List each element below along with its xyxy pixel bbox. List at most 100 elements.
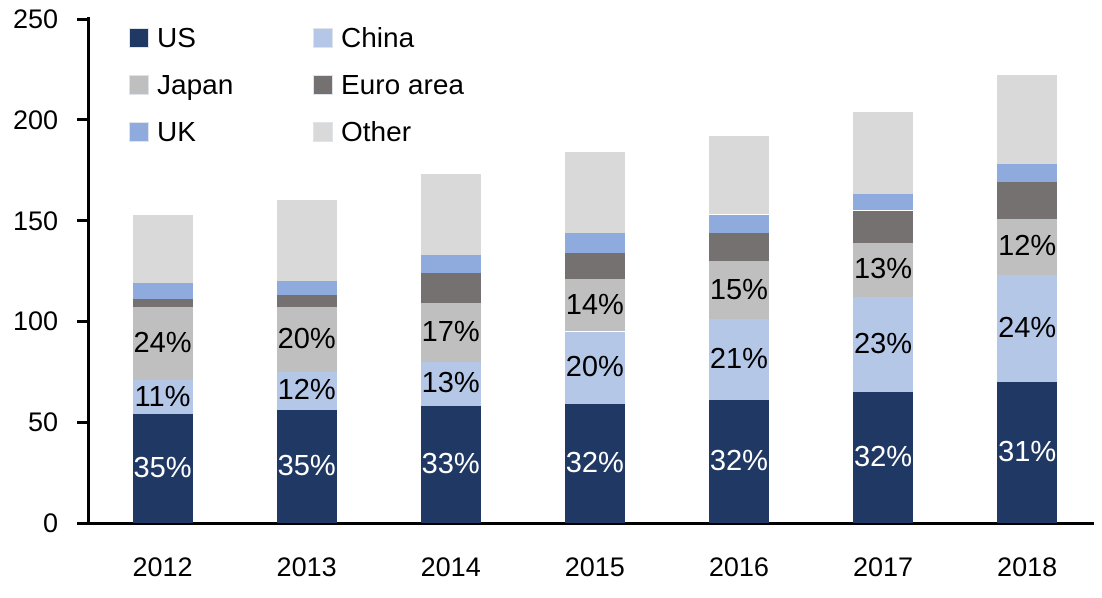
bar-segment-label: 24% [133, 327, 192, 360]
legend-item-other: Other [314, 108, 524, 155]
bar-segment-other [997, 75, 1058, 165]
bar-segment-label: 35% [133, 452, 192, 485]
bar-segment-euro-area [564, 252, 625, 280]
y-tick-label: 250 [12, 4, 58, 34]
bar-segment-label: 13% [421, 367, 480, 400]
x-axis-label: 2017 [852, 552, 914, 582]
bar-segment-china: 21% [708, 319, 769, 400]
bar-segment-us: 31% [997, 381, 1058, 523]
bar-segment-other [420, 174, 481, 255]
bar-segment-label: 20% [565, 351, 624, 384]
bar-segment-label: 12% [998, 230, 1057, 263]
bar-segment-label: 32% [853, 441, 913, 473]
bar-segment-japan: 17% [420, 303, 481, 362]
y-tick [77, 118, 89, 122]
bar-segment-label: 13% [853, 253, 913, 286]
bar-segment-label: 33% [421, 448, 480, 481]
legend-item-euro-area: Euro area [314, 61, 524, 108]
bar-segment-japan: 24% [132, 307, 193, 380]
bar-segment-euro-area [708, 232, 769, 261]
y-tick-label: 0 [42, 508, 58, 538]
bar-segment-uk [420, 254, 481, 273]
bar-segment-uk [997, 164, 1058, 183]
legend-label: UK [157, 115, 196, 147]
bar-segment-label: 14% [565, 288, 624, 321]
bar-segment-other [853, 111, 913, 195]
y-axis-line [87, 17, 90, 525]
legend-swatch-icon [130, 28, 148, 47]
legend-label: Other [341, 115, 412, 147]
legend: US China Japan Euro area UK Other [130, 14, 524, 155]
bar-segment-euro-area [276, 295, 337, 308]
bar-segment-uk [708, 214, 769, 233]
bar-segment-japan: 20% [276, 307, 337, 372]
bar-segment-uk [853, 194, 913, 211]
bar-segment-label: 35% [277, 450, 336, 483]
legend-swatch-icon [130, 75, 148, 94]
legend-label: US [157, 21, 196, 53]
x-axis-line [77, 522, 1094, 525]
bar-segment-us: 32% [708, 400, 769, 523]
y-tick [77, 521, 89, 525]
x-axis-label: 2013 [276, 552, 337, 582]
y-tick-label: 150 [12, 205, 58, 236]
bar-segment-china: 24% [997, 275, 1058, 382]
bar-segment-euro-area [420, 273, 481, 304]
bar-segment-japan: 14% [564, 279, 625, 332]
bar-segment-label: 32% [565, 447, 624, 480]
bar-segment-label: 23% [853, 328, 913, 361]
bar-segment-label: 21% [709, 343, 768, 376]
legend-swatch-icon [314, 75, 332, 94]
legend-label: China [341, 21, 415, 53]
bar-segment-us: 35% [276, 410, 337, 523]
y-tick-label: 100 [12, 306, 58, 337]
legend-item-uk: UK [130, 108, 314, 155]
bar-segment-uk [276, 281, 337, 296]
bar-segment-label: 20% [277, 323, 336, 356]
bar-segment-us: 33% [420, 406, 481, 523]
bar-segment-euro-area [132, 299, 193, 308]
y-tick-label: 50 [27, 407, 58, 438]
bar-segment-label: 12% [277, 374, 336, 407]
bar-segment-label: 17% [421, 316, 480, 349]
bar-segment-label: 11% [134, 380, 191, 413]
y-tick [77, 219, 89, 223]
legend-label: Japan [157, 68, 234, 100]
bar-segment-label: 15% [709, 273, 768, 306]
bar-segment-china: 23% [853, 297, 913, 392]
bar-segment-us: 35% [132, 414, 193, 523]
bar-segment-euro-area [997, 182, 1058, 219]
bar-segment-label: 24% [998, 311, 1057, 344]
bar-segment-other [276, 200, 337, 281]
legend-swatch-icon [314, 28, 332, 47]
legend-swatch-icon [314, 122, 332, 141]
bar-segment-us: 32% [853, 392, 913, 523]
bar-segment-euro-area [853, 210, 913, 243]
bar-segment-uk [564, 232, 625, 253]
bar-segment-other [564, 152, 625, 233]
bar-segment-label: 31% [998, 435, 1057, 468]
legend-item-us: US [130, 14, 314, 61]
bar-segment-japan: 13% [853, 242, 913, 298]
y-tick [77, 17, 89, 21]
bar-segment-china: 13% [420, 361, 481, 407]
bar-segment-japan: 12% [997, 218, 1058, 275]
y-tick [77, 420, 89, 424]
bar-segment-other [132, 214, 193, 284]
bar-segment-china: 11% [132, 379, 193, 415]
bar-segment-us: 32% [564, 404, 625, 523]
bar-segment-china: 20% [564, 331, 625, 405]
x-axis-label: 2016 [708, 552, 769, 582]
legend-label: Euro area [341, 68, 464, 100]
bar-segment-uk [132, 283, 193, 300]
bar-segment-china: 12% [276, 371, 337, 411]
x-axis-label: 2015 [564, 552, 625, 582]
y-tick-label: 200 [12, 104, 58, 135]
y-tick [77, 319, 89, 323]
bar-segment-label: 32% [709, 445, 768, 477]
bar-segment-japan: 15% [708, 260, 769, 320]
legend-item-japan: Japan [130, 61, 314, 108]
legend-swatch-icon [130, 122, 148, 141]
legend-item-china: China [314, 14, 524, 61]
